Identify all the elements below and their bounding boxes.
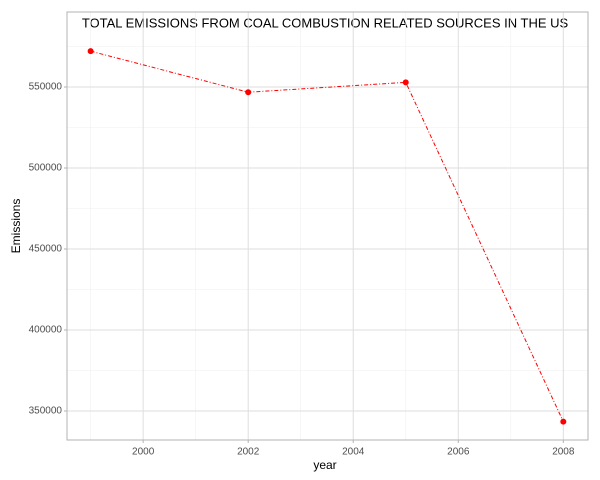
y-tick-label: 500000	[29, 163, 63, 174]
data-point	[402, 79, 409, 86]
y-tick-label: 550000	[29, 82, 63, 93]
y-tick-label: 450000	[29, 244, 63, 255]
data-line	[90, 50, 564, 422]
panel-border	[66, 11, 589, 441]
x-tick-label: 2006	[447, 447, 470, 458]
x-axis-label: year	[313, 458, 336, 472]
y-tick-label: 350000	[29, 406, 63, 417]
y-tick-label: 400000	[29, 325, 63, 336]
x-tick-label: 2000	[132, 447, 155, 458]
chart-title: TOTAL EMISSIONS FROM COAL COMBUSTION REL…	[82, 15, 569, 30]
x-tick-label: 2004	[342, 447, 365, 458]
y-axis-label: Emissions	[9, 199, 23, 254]
x-tick-label: 2008	[552, 447, 575, 458]
data-point	[245, 89, 252, 96]
data-point	[560, 418, 567, 425]
x-tick-label: 2002	[237, 447, 260, 458]
data-point	[87, 48, 94, 55]
